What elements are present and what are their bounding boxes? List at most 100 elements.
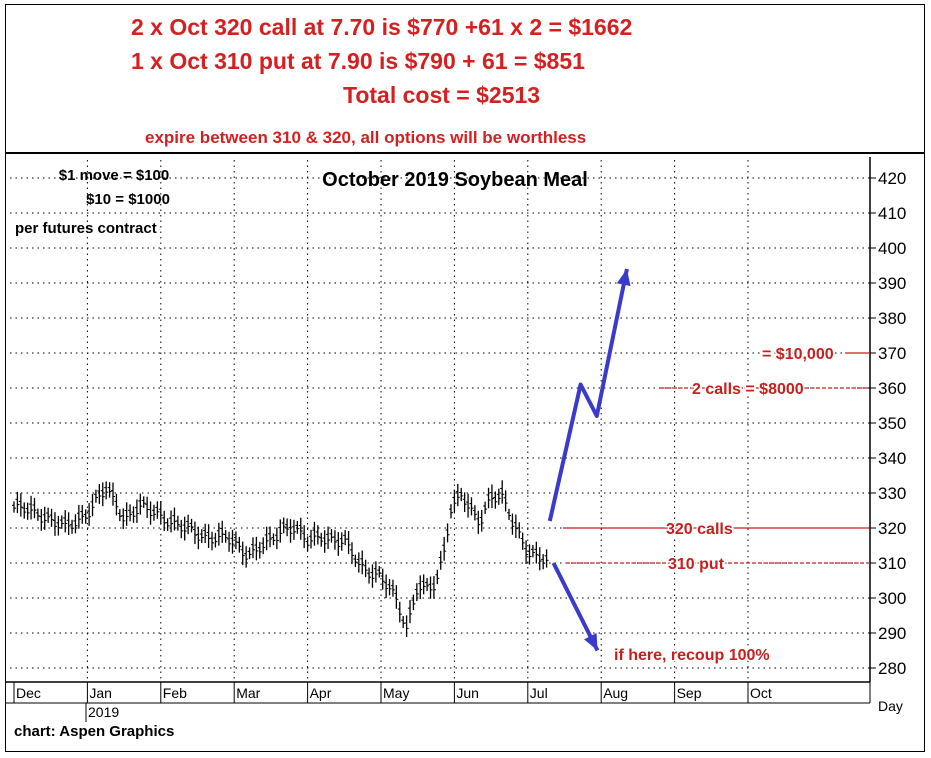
price-bar (93, 489, 98, 503)
price-bar (431, 576, 436, 599)
header-line-calls: 2 x Oct 320 call at 7.70 is $770 +61 x 2… (131, 14, 633, 40)
price-bar (520, 532, 525, 550)
price-bar (182, 516, 187, 541)
price-bar (496, 488, 501, 505)
header-line-total: Total cost = $2513 (343, 82, 541, 108)
price-tick-label: 370 (878, 344, 906, 363)
price-bar (66, 512, 71, 535)
price-bar (425, 577, 430, 592)
price-bar (452, 489, 457, 513)
arrow-up-shaft (547, 268, 629, 522)
month-label: Dec (16, 685, 41, 701)
projection-arrows (547, 268, 631, 652)
price-bar (250, 537, 255, 559)
price-bar (18, 493, 23, 517)
month-label: Feb (163, 685, 187, 701)
period-label: Day (878, 698, 903, 714)
price-bar (445, 523, 450, 543)
price-bar (87, 503, 92, 526)
price-bar (216, 522, 221, 546)
note-dollar-move: $1 move = $100 (59, 167, 170, 184)
price-bar (134, 499, 139, 523)
price-bar (476, 510, 481, 534)
price-bar (377, 566, 382, 578)
price-bar (524, 540, 529, 565)
price-bar (80, 505, 85, 524)
price-bar (271, 533, 276, 546)
price-bar (479, 509, 484, 532)
price-bar (503, 490, 508, 512)
price-bar (155, 501, 160, 519)
price-bar (73, 514, 78, 534)
price-bar (145, 496, 150, 519)
annotation-label: = $10,000 (762, 346, 834, 363)
price-bar (326, 526, 331, 549)
price-bar (288, 519, 293, 543)
price-bar (254, 536, 259, 561)
price-bar (63, 510, 68, 533)
price-bar (346, 531, 351, 555)
price-bar (39, 509, 44, 531)
price-bar (469, 497, 474, 516)
annotation-label: 2 calls = $8000 (692, 381, 804, 398)
price-bar (227, 531, 232, 552)
chart-frame (5, 4, 925, 752)
price-bar (517, 522, 522, 539)
annotation-label: 320 calls (666, 521, 733, 538)
price-bar (206, 524, 211, 548)
price-tick-label: 420 (878, 169, 906, 188)
price-bar (380, 568, 385, 590)
price-bars (12, 480, 549, 638)
price-bar (472, 505, 477, 521)
price-bar (370, 564, 375, 588)
annotations: = $10,000 2 calls = $8000 320 calls 310 put… (563, 345, 870, 666)
price-bar (42, 506, 47, 530)
note-per-contract: per futures contract (15, 220, 157, 237)
price-bar (220, 520, 225, 543)
price-bar (336, 532, 341, 556)
price-bar (448, 504, 453, 519)
price-bar (128, 504, 133, 522)
price-bar (29, 495, 34, 520)
price-bar (223, 529, 228, 543)
price-tick-label: 310 (878, 554, 906, 573)
price-bar (459, 487, 464, 502)
price-bar (158, 500, 163, 525)
price-bar (404, 615, 409, 638)
price-bar (411, 594, 416, 611)
price-bar (401, 615, 406, 629)
price-bar (210, 531, 215, 551)
price-bar (97, 484, 102, 504)
price-bar (35, 508, 40, 521)
price-bar (169, 510, 174, 533)
price-bar (104, 481, 109, 500)
price-bar (138, 493, 143, 515)
month-label: Sep (677, 685, 702, 701)
price-bar (513, 514, 518, 538)
price-tick-label: 380 (878, 309, 906, 328)
price-bar (291, 519, 296, 540)
month-label: Mar (236, 685, 260, 701)
price-bar (131, 506, 136, 523)
price-tick-label: 340 (878, 449, 906, 468)
price-bar (121, 508, 126, 530)
price-bar (332, 530, 337, 550)
price-bar (46, 507, 51, 523)
price-bar (111, 482, 116, 506)
price-tick-label: 410 (878, 204, 906, 223)
price-bar (261, 537, 266, 555)
price-bar (534, 541, 539, 564)
price-bar (25, 502, 30, 520)
price-bar (83, 509, 88, 524)
price-bar (213, 532, 218, 548)
price-bar (438, 550, 443, 570)
price-bar (15, 491, 20, 514)
price-bar (421, 574, 426, 595)
header-line-expiry-note: expire between 310 & 320, all options wi… (145, 128, 587, 147)
price-bar (114, 493, 119, 516)
price-bar (100, 482, 105, 507)
price-bar (537, 547, 542, 571)
price-bar (507, 508, 512, 521)
price-bar (295, 520, 300, 534)
